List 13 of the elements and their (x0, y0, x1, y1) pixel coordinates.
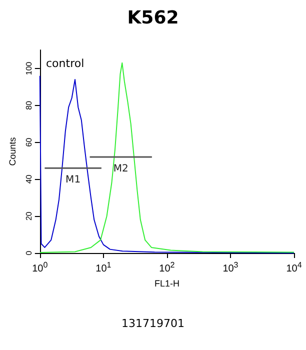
y-tick-label: 60 (24, 137, 34, 147)
y-tick-label: 0 (24, 250, 34, 256)
series-label: M2 (113, 164, 128, 175)
chart-title: K562 (127, 8, 179, 28)
series-label: M1 (66, 174, 81, 186)
y-tick-label: 100 (24, 61, 34, 76)
text: 131719701 (122, 317, 185, 330)
y-axis-title: Counts (8, 136, 18, 166)
x-axis-title: FL1-H (154, 278, 180, 288)
y-tick-label: 20 (24, 211, 34, 221)
annotation: control (46, 57, 84, 70)
y-tick-label: 80 (24, 100, 34, 110)
y-tick-label: 40 (24, 174, 34, 184)
